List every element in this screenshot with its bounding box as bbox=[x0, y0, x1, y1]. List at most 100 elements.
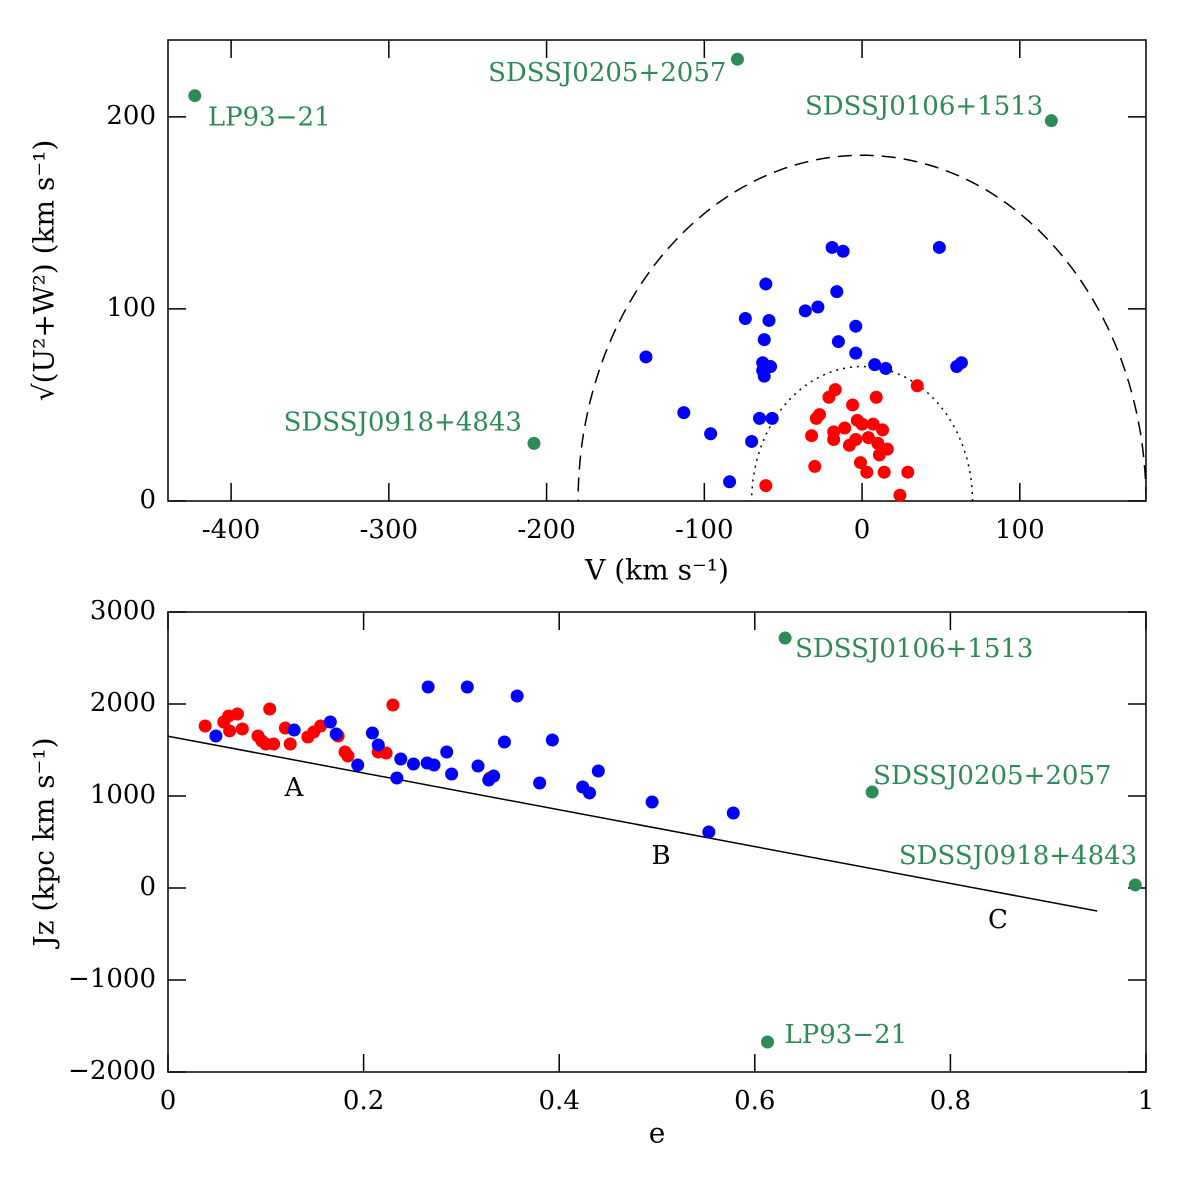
x-tick-label: 0.8 bbox=[930, 1086, 971, 1116]
x-axis-title: e bbox=[649, 1117, 666, 1150]
plot-area bbox=[168, 735, 1098, 912]
point bbox=[639, 350, 653, 364]
point bbox=[765, 411, 779, 425]
point bbox=[351, 758, 365, 772]
point bbox=[825, 240, 839, 254]
point bbox=[910, 379, 924, 393]
point bbox=[954, 356, 968, 370]
point bbox=[860, 465, 874, 479]
point bbox=[283, 737, 297, 751]
point bbox=[761, 1035, 775, 1049]
point bbox=[267, 737, 281, 751]
point bbox=[726, 806, 740, 820]
point bbox=[879, 361, 893, 375]
y-axis-title: Jz (kpc km s⁻¹) bbox=[28, 738, 61, 950]
point bbox=[855, 417, 869, 431]
point bbox=[866, 417, 880, 431]
point bbox=[738, 312, 752, 326]
y-tick-label: 0 bbox=[139, 485, 156, 515]
x-tick-label: 0 bbox=[854, 515, 871, 545]
point bbox=[394, 752, 408, 766]
x-tick-label: 0.2 bbox=[343, 1086, 384, 1116]
point-label: SDSSJ0205+2057 bbox=[488, 58, 726, 88]
point bbox=[1128, 878, 1142, 892]
point bbox=[877, 465, 891, 479]
point bbox=[591, 764, 605, 778]
x-tick-label: -400 bbox=[202, 515, 260, 545]
point bbox=[805, 429, 819, 443]
point-label: SDSSJ0918+4843 bbox=[284, 407, 522, 437]
point bbox=[497, 735, 511, 749]
y-tick-label: 1000 bbox=[90, 780, 156, 810]
annotation: C bbox=[988, 905, 1008, 935]
point-label: SDSSJ0106+1513 bbox=[805, 92, 1043, 122]
point bbox=[842, 438, 856, 452]
point bbox=[533, 776, 547, 790]
point-label: SDSSJ0106+1513 bbox=[795, 634, 1033, 664]
point bbox=[831, 335, 845, 349]
point bbox=[798, 304, 812, 318]
point bbox=[757, 369, 771, 383]
point bbox=[778, 631, 792, 645]
x-tick-label: 0 bbox=[160, 1086, 177, 1116]
x-tick-label: -200 bbox=[517, 515, 575, 545]
y-tick-label: 2000 bbox=[90, 688, 156, 718]
point-label: LP93−21 bbox=[208, 103, 331, 133]
point bbox=[209, 729, 223, 743]
point bbox=[871, 436, 885, 450]
point bbox=[445, 767, 459, 781]
y-tick-label: −1000 bbox=[68, 964, 156, 994]
point-label: LP93−21 bbox=[785, 1020, 908, 1050]
point bbox=[861, 431, 875, 445]
point bbox=[745, 434, 759, 448]
point bbox=[314, 719, 328, 733]
point bbox=[390, 771, 404, 785]
point bbox=[849, 319, 863, 333]
point bbox=[427, 758, 441, 772]
point bbox=[263, 702, 277, 716]
x-tick-label: 100 bbox=[995, 515, 1045, 545]
curve bbox=[577, 154, 1146, 501]
point bbox=[704, 427, 718, 441]
x-tick-label: 0.4 bbox=[539, 1086, 580, 1116]
point bbox=[730, 52, 744, 66]
point bbox=[893, 488, 907, 502]
point bbox=[188, 89, 202, 103]
point bbox=[868, 358, 882, 372]
point bbox=[487, 769, 501, 783]
point bbox=[677, 406, 691, 420]
point bbox=[371, 738, 385, 752]
plot-area bbox=[577, 154, 1146, 501]
point bbox=[323, 715, 337, 729]
point bbox=[808, 459, 822, 473]
point bbox=[759, 479, 773, 493]
point bbox=[198, 719, 212, 733]
y-tick-label: 0 bbox=[139, 872, 156, 902]
point bbox=[830, 285, 844, 299]
panel: 0 0.2 0.4 0.6 0.8 1 −2000 −1000 0 1000 2000 3000 e Jz… bbox=[28, 596, 1155, 1150]
point bbox=[759, 277, 773, 291]
point bbox=[235, 722, 249, 736]
point bbox=[880, 442, 894, 456]
point bbox=[836, 244, 850, 258]
point bbox=[869, 390, 883, 404]
point bbox=[723, 475, 737, 489]
point bbox=[386, 698, 400, 712]
point bbox=[460, 680, 474, 694]
x-tick-label: -100 bbox=[675, 515, 733, 545]
x-tick-label: -300 bbox=[360, 515, 418, 545]
x-axis-title: V (km s⁻¹) bbox=[584, 554, 729, 587]
x-tick-label: 1 bbox=[1138, 1086, 1155, 1116]
y-tick-label: 3000 bbox=[90, 596, 156, 626]
fit-line bbox=[168, 735, 1098, 912]
point bbox=[846, 398, 860, 412]
y-tick-label: −2000 bbox=[68, 1056, 156, 1086]
point bbox=[811, 300, 825, 314]
point bbox=[828, 383, 842, 397]
point-label: SDSSJ0918+4843 bbox=[899, 841, 1137, 871]
point bbox=[702, 825, 716, 839]
point bbox=[527, 436, 541, 450]
annotation: B bbox=[651, 841, 670, 871]
point bbox=[827, 425, 841, 439]
